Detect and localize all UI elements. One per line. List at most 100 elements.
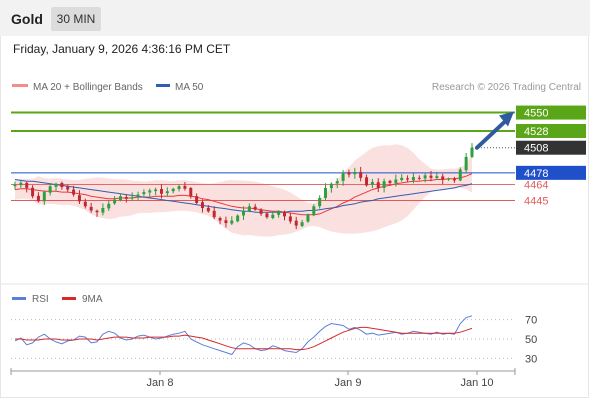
candle-body — [253, 206, 257, 210]
candle-body — [25, 182, 29, 188]
level-box-4550 — [516, 105, 586, 120]
candle-body — [341, 172, 345, 181]
candle-body — [359, 171, 363, 178]
rsi-legend-swatch — [12, 297, 26, 300]
candle-body — [353, 172, 357, 175]
candle-body — [200, 202, 204, 208]
candle-body — [54, 183, 58, 187]
rsi-ma-legend-label: 9MA — [82, 294, 103, 305]
candle-body — [370, 182, 374, 185]
ma50-legend-label: MA 50 — [175, 82, 204, 93]
forecast-arrow-head — [499, 111, 514, 127]
candle-body — [300, 222, 304, 226]
instrument-title: Gold — [11, 11, 43, 27]
candle-body — [242, 210, 245, 216]
candle-body — [159, 188, 163, 194]
candle-body — [154, 189, 158, 192]
rsi-ma-legend-swatch — [62, 297, 76, 300]
rsi-layer: 70 50 30 — [11, 315, 537, 365]
candle-body — [189, 187, 193, 197]
candle-body — [441, 176, 445, 180]
candle-body — [89, 206, 93, 211]
candle-body — [265, 213, 269, 218]
ma20-legend-swatch — [12, 84, 28, 87]
rsi-tick-50: 50 — [525, 334, 537, 346]
candle-body — [312, 206, 316, 216]
chart-panel — [0, 36, 589, 398]
candle-body — [42, 192, 46, 202]
level-label-4528: 4528 — [524, 126, 548, 138]
level-label-4508: 4508 — [524, 143, 548, 155]
candle-body — [382, 181, 386, 188]
x-tick-label: Jan 9 — [335, 377, 362, 389]
candle-body — [470, 147, 474, 157]
rsi-tick-30: 30 — [525, 353, 537, 365]
candle-body — [335, 181, 339, 184]
candle-body — [148, 190, 152, 193]
ma50-legend-swatch — [156, 84, 170, 87]
level-label-4445: 4445 — [524, 195, 548, 207]
candle-body — [435, 176, 439, 179]
forecast-arrow-layer — [475, 111, 514, 150]
candle-body — [130, 197, 134, 199]
candle-body — [247, 206, 251, 212]
candle-body — [458, 169, 462, 181]
candle-body — [394, 179, 398, 183]
candle-body — [48, 186, 52, 193]
candle-body — [212, 210, 216, 218]
level-label-4550: 4550 — [524, 108, 548, 120]
candle-body — [347, 172, 351, 175]
chart-header: Gold 30 MIN — [0, 0, 590, 36]
candle-body — [417, 177, 421, 179]
candle-body — [218, 218, 222, 221]
candle-body — [376, 182, 380, 188]
x-tick-label: Jan 10 — [460, 377, 493, 389]
candle-body — [236, 215, 240, 222]
candle-body — [165, 191, 169, 194]
ma20-legend-label: MA 20 + Bollinger Bands — [33, 82, 143, 93]
candle-body — [400, 177, 404, 181]
candle-body — [406, 178, 410, 180]
candle-body — [224, 220, 228, 224]
candle-body — [306, 214, 310, 222]
candle-body — [107, 203, 111, 209]
candle-body — [464, 156, 468, 171]
candle-body — [452, 178, 456, 181]
candle-body — [113, 199, 117, 204]
candle-body — [142, 192, 146, 195]
candle-body — [318, 197, 322, 207]
candle-body — [171, 188, 175, 192]
timeframe-button[interactable]: 30 MIN — [51, 7, 101, 31]
candle-body — [136, 194, 140, 198]
candle-body — [324, 187, 328, 198]
x-axis-ticks: Jan 8 Jan 9 Jan 10 — [10, 368, 516, 389]
candle-body — [60, 182, 64, 188]
level-box-4508 — [516, 140, 586, 155]
x-tick-label: Jan 8 — [147, 377, 174, 389]
candle-body — [288, 216, 292, 222]
candle-body — [13, 184, 17, 187]
price-levels-layer — [11, 111, 515, 201]
bollinger-band-layer — [15, 144, 472, 237]
candle-body — [388, 180, 392, 183]
candle-body — [329, 183, 333, 189]
rsi-legend-label: RSI — [32, 294, 49, 305]
candle-body — [83, 201, 87, 207]
copyright-text: Research © 2026 Trading Central — [432, 82, 581, 93]
candle-body — [259, 209, 263, 214]
candle-body — [95, 210, 99, 213]
candle-body — [230, 220, 234, 224]
candle-body — [177, 186, 181, 189]
forecast-arrow-shaft — [475, 118, 508, 150]
candle-body — [195, 196, 199, 203]
candle-body — [294, 220, 298, 226]
candle-body — [271, 214, 275, 219]
rsi-tick-70: 70 — [525, 315, 537, 327]
candle-body — [19, 182, 23, 186]
candle-body — [77, 195, 81, 202]
candle-body — [183, 185, 187, 189]
candle-body — [411, 177, 415, 181]
candle-body — [447, 178, 451, 180]
